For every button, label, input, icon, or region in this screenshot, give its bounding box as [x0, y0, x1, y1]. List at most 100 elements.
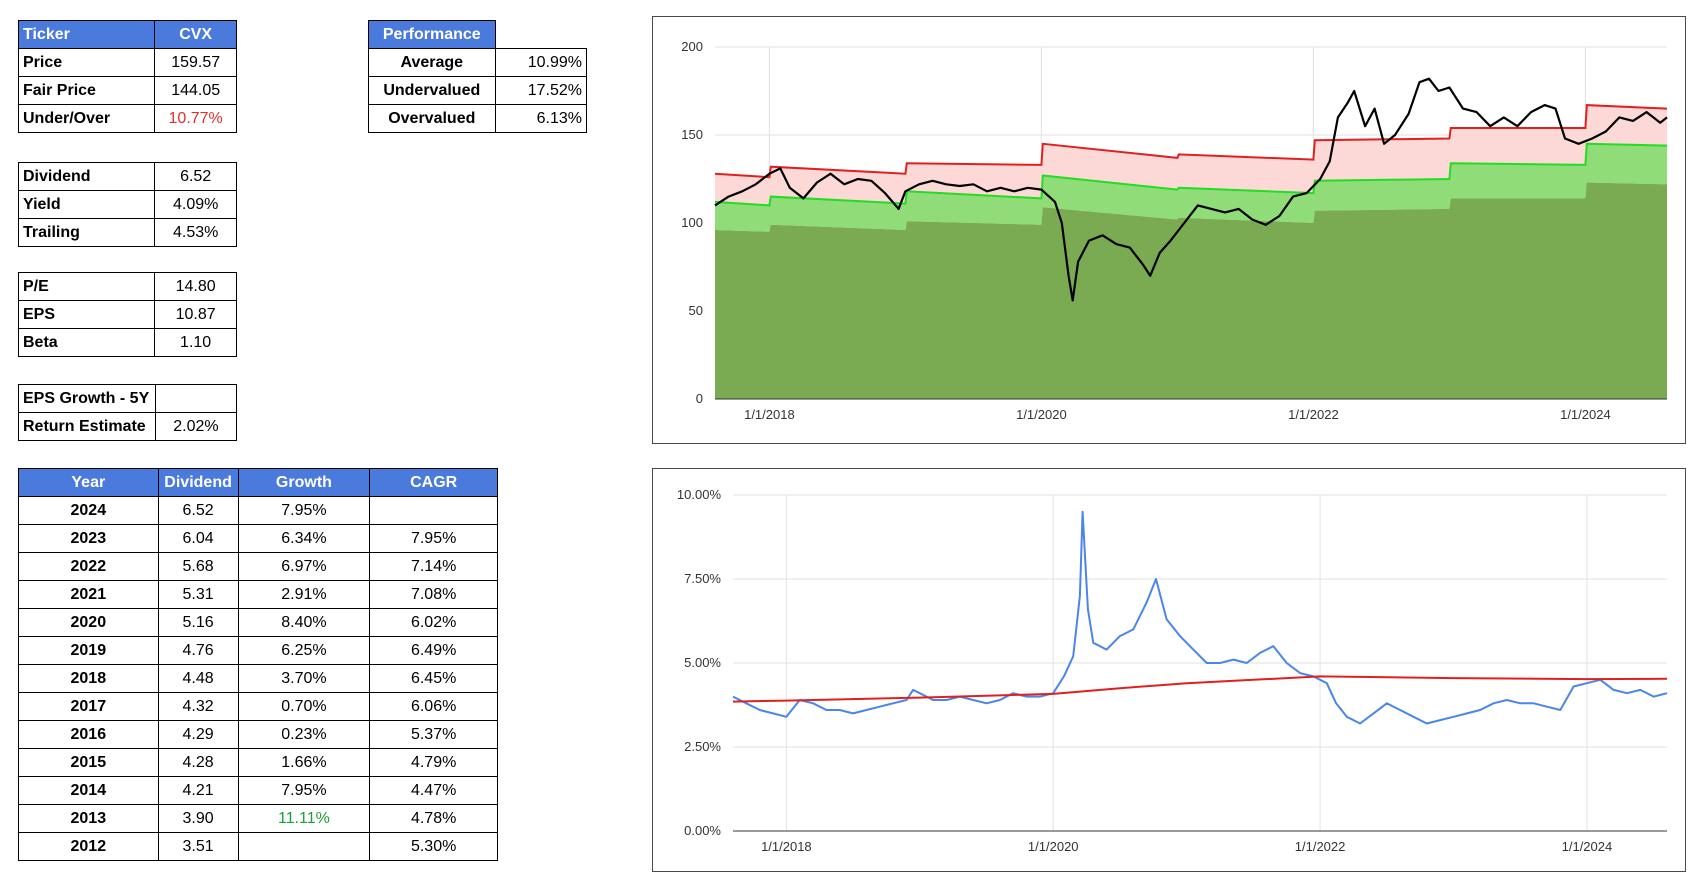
table-row: 2014 4.21 7.95% 4.47%	[18, 776, 498, 805]
year-cell: 2016	[18, 720, 159, 749]
overvalued-line	[714, 104, 1668, 179]
x-tick-label: 1/1/2024	[1560, 407, 1611, 422]
dividend-cell: 5.16	[157, 608, 239, 637]
table-row: Under/Over 10.77%	[17, 104, 237, 133]
x-tick-label: 1/1/2018	[744, 407, 795, 422]
growth-cell: 6.97%	[237, 552, 371, 581]
table-row: 2018 4.48 3.70% 6.45%	[18, 664, 498, 693]
table-row: Undervalued 17.52%	[368, 76, 588, 105]
growth-cell: 6.34%	[237, 524, 371, 553]
eps-growth-value	[154, 384, 238, 413]
y-tick-label: 100	[681, 215, 703, 230]
dividend-cell: 4.28	[157, 748, 239, 777]
table-row: 2019 4.76 6.25% 6.49%	[18, 636, 498, 665]
under-over-value: 10.77%	[154, 104, 237, 133]
year-header: Year	[18, 468, 159, 497]
y-tick-label: 0	[696, 391, 703, 406]
table-row: 2023 6.04 6.34% 7.95%	[18, 524, 498, 553]
eps-label: EPS	[17, 300, 156, 329]
performance-header-row: Performance	[368, 20, 587, 49]
growth-cell	[237, 832, 371, 861]
table-row: 2016 4.29 0.23% 5.37%	[18, 720, 498, 749]
cagr-cell: 5.30%	[369, 832, 498, 861]
trailing-value: 4.53%	[154, 218, 237, 247]
dividend-cell: 4.21	[157, 776, 239, 805]
year-cell: 2013	[18, 804, 159, 833]
dividend-history-table: Year Dividend Growth CAGR 2024 6.52 7.95% 2…	[18, 468, 498, 861]
table-row: 2012 3.51 5.30%	[18, 832, 498, 861]
x-tick-label: 1/1/2020	[1028, 839, 1079, 854]
average-yield-line	[732, 675, 1668, 703]
dividend-cell: 5.31	[157, 580, 239, 609]
y-tick-label: 7.50%	[684, 571, 721, 586]
cagr-header: CAGR	[369, 468, 498, 497]
overvalued-value: 6.13%	[494, 104, 588, 133]
growth-cell: 0.70%	[237, 692, 371, 721]
table-row: 2015 4.28 1.66% 4.79%	[18, 748, 498, 777]
undervalued-band	[715, 182, 1667, 399]
average-value: 10.99%	[494, 48, 588, 77]
year-cell: 2014	[18, 776, 159, 805]
y-tick-label: 50	[689, 303, 703, 318]
undervalued-value: 17.52%	[494, 76, 588, 105]
dividend-cell: 4.48	[157, 664, 239, 693]
y-tick-label: 10.00%	[677, 487, 722, 502]
y-tick-label: 150	[681, 127, 703, 142]
eps-value: 10.87	[154, 300, 237, 329]
price-valuation-chart: 0 50 100 150 200 1/1/2018 1/1/2020 1/1/2022 1/1/…	[652, 16, 1686, 444]
average-label: Average	[368, 48, 496, 77]
dividend-yield-svg: 0.00% 2.50% 5.00% 7.50% 10.00% 1/1/2018 1/1/20…	[677, 487, 1668, 854]
ticker-table: Ticker CVX Price 159.57 Fair Price 144.0…	[17, 20, 237, 133]
year-cell: 2015	[18, 748, 159, 777]
fair-band	[715, 143, 1667, 232]
year-cell: 2024	[18, 496, 159, 525]
table-row: 2020 5.16 8.40% 6.02%	[18, 608, 498, 637]
trailing-label: Trailing	[17, 218, 156, 247]
table-row: EPS 10.87	[17, 300, 237, 329]
beta-value: 1.10	[154, 328, 237, 357]
dividend-table: Dividend 6.52 Yield 4.09% Trailing 4.53%	[17, 162, 237, 247]
yield-value: 4.09%	[154, 190, 237, 219]
dividend-label: Dividend	[17, 162, 156, 191]
year-cell: 2023	[18, 524, 159, 553]
dividend-cell: 4.32	[157, 692, 239, 721]
growth-cell: 7.95%	[237, 776, 371, 805]
cagr-cell: 6.45%	[369, 664, 498, 693]
pe-label: P/E	[17, 272, 156, 301]
x-tick-label: 1/1/2018	[761, 839, 812, 854]
table-row: EPS Growth - 5Y	[18, 384, 238, 413]
table-row: Overvalued 6.13%	[368, 104, 588, 133]
cagr-cell: 7.14%	[369, 552, 498, 581]
table-row: Beta 1.10	[17, 328, 237, 357]
beta-label: Beta	[17, 328, 156, 357]
history-header-row: Year Dividend Growth CAGR	[18, 468, 498, 497]
return-estimate-label: Return Estimate	[18, 412, 156, 441]
x-tick-label: 1/1/2022	[1288, 407, 1339, 422]
valuation-table: P/E 14.80 EPS 10.87 Beta 1.10	[17, 272, 237, 357]
table-row: 2013 3.90 11.11% 4.78%	[18, 804, 498, 833]
table-row: P/E 14.80	[17, 272, 237, 301]
fair-value-line	[714, 142, 1668, 207]
dividend-cell: 3.51	[157, 832, 239, 861]
pe-value: 14.80	[154, 272, 237, 301]
year-cell: 2020	[18, 608, 159, 637]
cagr-cell: 6.02%	[369, 608, 498, 637]
table-row: 2022 5.68 6.97% 7.14%	[18, 552, 498, 581]
cagr-cell: 4.47%	[369, 776, 498, 805]
dividend-cell: 5.68	[157, 552, 239, 581]
y-tick-label: 2.50%	[684, 739, 721, 754]
x-tick-label: 1/1/2020	[1016, 407, 1067, 422]
growth-table: EPS Growth - 5Y Return Estimate 2.02%	[18, 384, 238, 441]
table-row: Return Estimate 2.02%	[18, 412, 238, 441]
y-tick-label: 0.00%	[684, 823, 721, 838]
cagr-cell: 5.37%	[369, 720, 498, 749]
table-row: Fair Price 144.05	[17, 76, 237, 105]
table-row: 2021 5.31 2.91% 7.08%	[18, 580, 498, 609]
growth-header: Growth	[237, 468, 371, 497]
year-cell: 2021	[18, 580, 159, 609]
ticker-header-row: Ticker CVX	[17, 20, 237, 49]
dividend-cell: 6.52	[157, 496, 239, 525]
cagr-cell: 7.95%	[369, 524, 498, 553]
ticker-symbol: CVX	[154, 20, 237, 49]
price-line	[714, 77, 1668, 302]
